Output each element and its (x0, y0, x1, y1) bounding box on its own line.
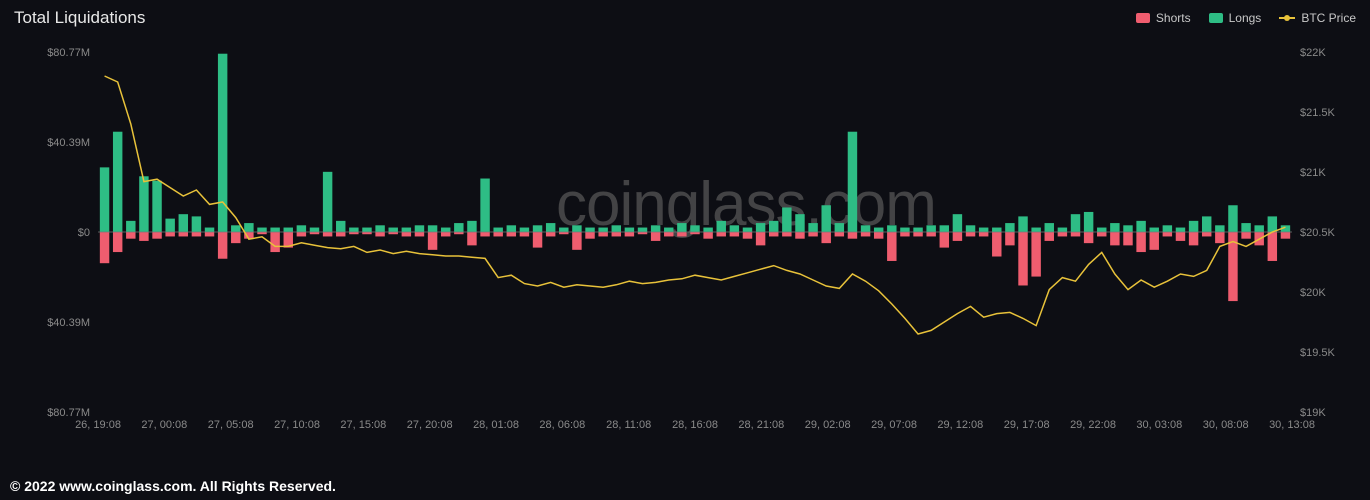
svg-text:28, 11:08: 28, 11:08 (606, 419, 651, 431)
svg-text:$21K: $21K (1300, 167, 1326, 179)
svg-text:30, 03:08: 30, 03:08 (1136, 419, 1182, 431)
legend: Shorts Longs BTC Price (1136, 11, 1356, 25)
legend-price[interactable]: BTC Price (1279, 11, 1356, 25)
svg-text:$40.39M: $40.39M (47, 137, 90, 149)
liquidations-chart: $80.77M $40.39M $0 $40.39M $80.77M $22K $21.5K… (8, 32, 1362, 452)
svg-text:29, 12:08: 29, 12:08 (937, 419, 983, 431)
svg-text:28, 06:08: 28, 06:08 (539, 419, 585, 431)
svg-text:29, 22:08: 29, 22:08 (1070, 419, 1116, 431)
svg-text:26, 19:08: 26, 19:08 (75, 419, 121, 431)
svg-text:30, 13:08: 30, 13:08 (1269, 419, 1315, 431)
svg-text:30, 08:08: 30, 08:08 (1203, 419, 1249, 431)
svg-text:27, 15:08: 27, 15:08 (340, 419, 386, 431)
svg-text:$20K: $20K (1300, 287, 1326, 299)
shorts-swatch-icon (1136, 13, 1150, 23)
price-line-icon (1279, 17, 1295, 19)
svg-text:27, 00:08: 27, 00:08 (141, 419, 187, 431)
legend-longs[interactable]: Longs (1209, 11, 1262, 25)
legend-shorts[interactable]: Shorts (1136, 11, 1191, 25)
legend-longs-label: Longs (1229, 11, 1262, 25)
chart-header: Total Liquidations Shorts Longs BTC Pric… (0, 0, 1370, 32)
chart-title: Total Liquidations (14, 8, 145, 28)
svg-text:29, 02:08: 29, 02:08 (805, 419, 851, 431)
svg-text:27, 10:08: 27, 10:08 (274, 419, 320, 431)
svg-text:$19.5K: $19.5K (1300, 347, 1336, 359)
svg-text:28, 01:08: 28, 01:08 (473, 419, 519, 431)
svg-text:29, 07:08: 29, 07:08 (871, 419, 917, 431)
svg-text:$20.5K: $20.5K (1300, 227, 1336, 239)
svg-text:27, 05:08: 27, 05:08 (208, 419, 254, 431)
svg-text:$40.39M: $40.39M (47, 317, 90, 329)
longs-swatch-icon (1209, 13, 1223, 23)
legend-shorts-label: Shorts (1156, 11, 1191, 25)
svg-text:27, 20:08: 27, 20:08 (407, 419, 453, 431)
svg-text:$80.77M: $80.77M (47, 47, 90, 59)
footer-copyright: © 2022 www.coinglass.com. All Rights Res… (10, 478, 336, 494)
svg-text:$0: $0 (78, 227, 90, 239)
svg-text:$80.77M: $80.77M (47, 407, 90, 419)
svg-text:28, 16:08: 28, 16:08 (672, 419, 718, 431)
svg-text:28, 21:08: 28, 21:08 (738, 419, 784, 431)
svg-text:$19K: $19K (1300, 407, 1326, 419)
svg-text:$22K: $22K (1300, 47, 1326, 59)
chart-area: $80.77M $40.39M $0 $40.39M $80.77M $22K $21.5K… (8, 32, 1362, 452)
svg-text:29, 17:08: 29, 17:08 (1004, 419, 1050, 431)
svg-text:$21.5K: $21.5K (1300, 107, 1336, 119)
legend-price-label: BTC Price (1301, 11, 1356, 25)
